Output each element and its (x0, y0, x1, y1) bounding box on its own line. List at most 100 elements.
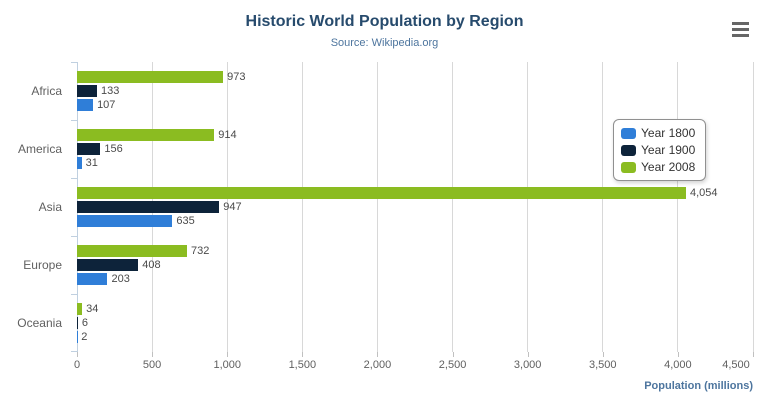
bar-line: 914 (77, 129, 753, 141)
hamburger-menu-icon (731, 27, 749, 31)
bar-america-year-2008[interactable] (77, 129, 215, 141)
y-axis-category-labels: Africa America Asia Europe Oceania (0, 62, 70, 352)
bar-asia-year-1800[interactable] (77, 215, 173, 227)
x-axis-tick (602, 352, 604, 357)
gridline (301, 62, 303, 352)
category-label-oceania: Oceania (17, 316, 62, 330)
bar-group-europe: 732 408 203 (77, 236, 753, 294)
data-label: 34 (86, 303, 99, 315)
bar-oceania-year-2008[interactable] (77, 303, 83, 315)
bar-line: 4,054 (77, 187, 753, 199)
y-axis-tick (71, 236, 77, 237)
data-label: 914 (218, 129, 237, 141)
x-axis-tick-label: 1,000 (213, 359, 241, 371)
data-label: 107 (97, 99, 116, 111)
gridline (677, 62, 679, 352)
data-label: 635 (176, 215, 195, 227)
bar-africa-year-1900[interactable] (77, 85, 97, 97)
bar-line: 973 (77, 71, 753, 83)
plot-area: 973 133 107 914 156 31 4,054 947 635 732 408 203 34 6… (71, 62, 754, 352)
legend-swatch-icon (621, 144, 636, 156)
legend-item-year-1800[interactable]: Year 1800 (621, 126, 695, 140)
x-axis-tick (677, 352, 679, 357)
bar-asia-year-1900[interactable] (77, 201, 220, 213)
legend-item-year-2008[interactable]: Year 2008 (621, 160, 695, 174)
x-axis-tick (227, 352, 229, 357)
gridline (226, 62, 228, 352)
data-label: 203 (111, 273, 130, 285)
chart-subtitle: Source: Wikipedia.org (330, 37, 439, 49)
gridline (527, 62, 529, 352)
data-label: 732 (190, 245, 210, 257)
x-axis-tick-label: 1,500 (288, 359, 317, 371)
category-label-africa: Africa (31, 84, 62, 98)
legend-label: Year 2008 (641, 160, 696, 174)
x-axis-tick (77, 352, 78, 357)
bar-africa-year-1800[interactable] (77, 99, 94, 111)
gridline (752, 62, 754, 352)
legend-label: Year 1900 (641, 143, 696, 157)
category-label-asia: Asia (38, 200, 62, 214)
bar-america-year-1800[interactable] (77, 157, 82, 169)
gridline (376, 62, 378, 352)
x-axis-tick-label: 4,500 (722, 359, 750, 371)
category-label-europe: Europe (23, 258, 62, 272)
x-axis-tick-label: 2,500 (438, 359, 467, 371)
bar-group-oceania: 34 6 2 (77, 294, 753, 352)
x-axis-tick (753, 352, 754, 357)
bar-line: 408 (77, 259, 753, 271)
bar-group-africa: 973 133 107 (77, 62, 753, 120)
export-menu-button[interactable] (729, 20, 751, 38)
bar-asia-year-2008[interactable] (77, 187, 686, 199)
y-axis-tick (71, 351, 77, 352)
data-label: 2 (81, 331, 88, 343)
bar-europe-year-1900[interactable] (77, 259, 139, 271)
bar-line: 6 (77, 317, 753, 329)
x-axis-tick-label: 4,000 (664, 359, 692, 371)
bar-oceania-year-1900[interactable] (77, 317, 78, 329)
x-axis-tick-label: 0 (73, 359, 81, 371)
data-label: 4,054 (690, 187, 718, 199)
category-label-america: America (17, 142, 62, 156)
bar-line: 732 (77, 245, 753, 257)
x-axis-title: Population (millions) (644, 380, 753, 392)
bar-line: 133 (77, 85, 753, 97)
bar-group-asia: 4,054 947 635 (77, 178, 753, 236)
bar-america-year-1900[interactable] (77, 143, 101, 155)
chart-title: Historic World Population by Region (245, 13, 524, 30)
y-axis-tick (71, 178, 77, 179)
bar-line: 2 (77, 331, 753, 343)
gridline (602, 62, 604, 352)
x-axis-tick (152, 352, 154, 357)
x-axis-tick-label: 2,000 (363, 359, 392, 371)
x-axis-tick-label: 3,000 (513, 359, 542, 371)
bar-line: 156 (77, 143, 753, 155)
hamburger-menu-icon (731, 21, 749, 25)
x-axis-tick (377, 352, 379, 357)
data-label: 408 (142, 259, 161, 271)
bar-line: 34 (77, 303, 753, 315)
legend-swatch-icon (621, 127, 636, 139)
legend: Year 1800 Year 1900 Year 2008 (613, 119, 707, 181)
legend-swatch-icon (621, 161, 636, 173)
data-label: 156 (104, 143, 123, 155)
x-axis-tick (302, 352, 304, 357)
y-axis-tick (71, 120, 77, 121)
y-axis-tick (71, 294, 77, 295)
x-axis-tick (452, 352, 454, 357)
data-label: 6 (81, 317, 89, 329)
bar-europe-year-2008[interactable] (77, 245, 187, 257)
legend-item-year-1900[interactable]: Year 1900 (621, 143, 695, 157)
y-axis-tick (71, 62, 77, 63)
legend-label: Year 1800 (641, 126, 696, 140)
bar-line: 635 (77, 215, 753, 227)
hamburger-menu-icon (731, 33, 749, 37)
bar-line: 947 (77, 201, 753, 213)
data-label: 947 (223, 201, 242, 213)
bar-africa-year-2008[interactable] (77, 71, 224, 83)
gridline (452, 62, 454, 352)
bar-europe-year-1800[interactable] (77, 273, 108, 285)
bar-line: 107 (77, 99, 753, 111)
bar-group-america: 914 156 31 (77, 120, 753, 178)
